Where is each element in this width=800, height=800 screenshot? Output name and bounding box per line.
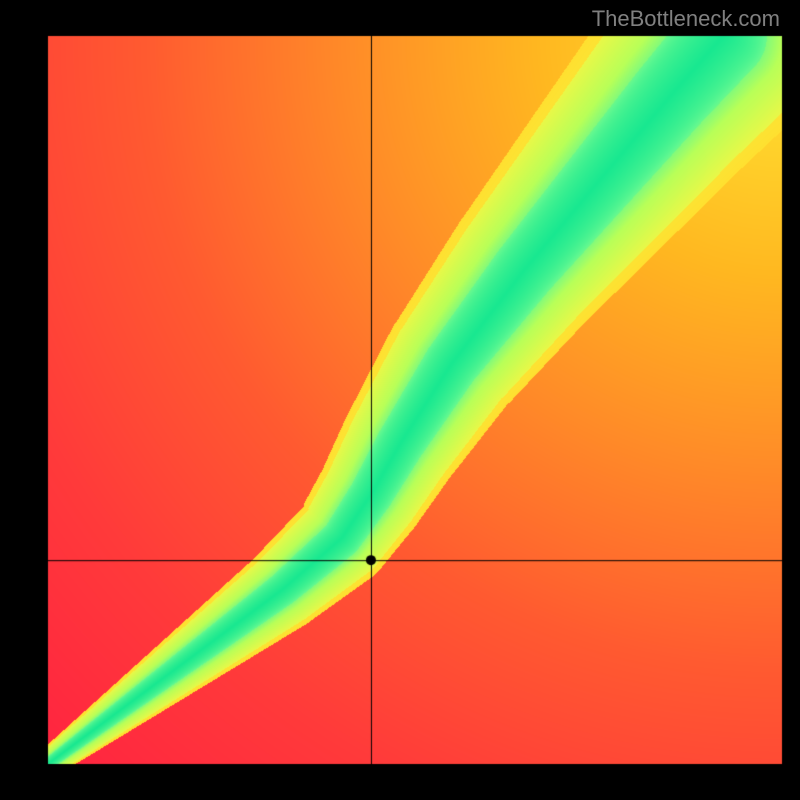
bottleneck-chart-container: TheBottleneck.com [0,0,800,800]
watermark-text: TheBottleneck.com [592,6,780,32]
heatmap-canvas [0,0,800,800]
